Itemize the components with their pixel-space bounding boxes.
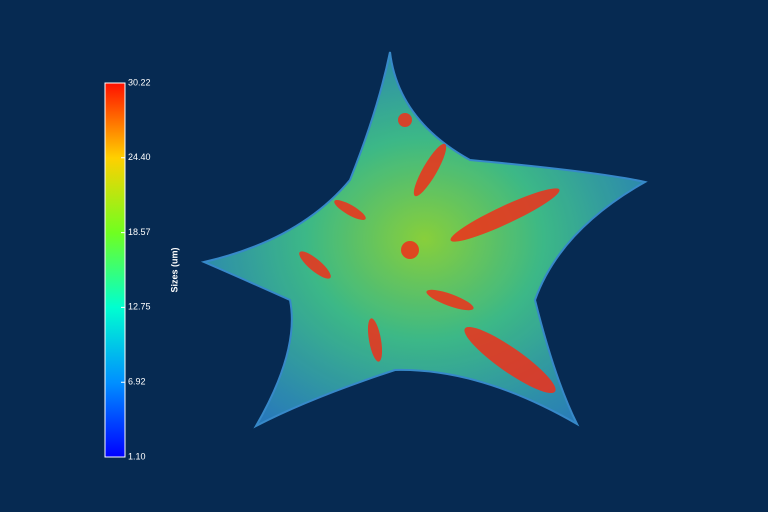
colorbar-tick-label: 6.92 (128, 377, 146, 387)
colorbar-tick-label: 1.10 (128, 451, 146, 461)
starfish-render (200, 51, 648, 429)
colorbar-tick-label: 12.75 (128, 302, 151, 312)
colorbar-label: Sizes (um) (169, 247, 179, 292)
colorbar-tick-label: 24.40 (128, 152, 151, 162)
colorbar-tick-label: 30.22 (128, 77, 151, 87)
colorbar-tick-label: 18.57 (128, 227, 151, 237)
colorbar (104, 82, 126, 458)
